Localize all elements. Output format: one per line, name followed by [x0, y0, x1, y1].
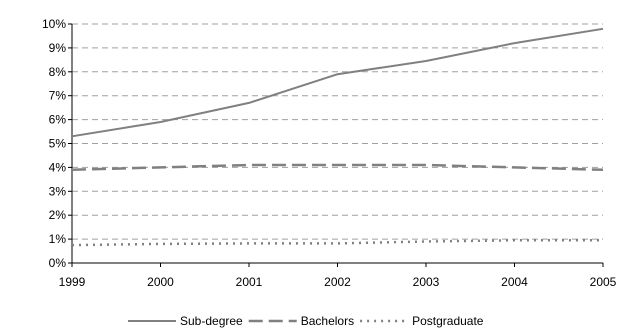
legend: Sub-degree Bachelors Postgraduate — [128, 314, 484, 328]
x-tick-label: 2005 — [590, 275, 617, 289]
x-tick-label: 2001 — [236, 275, 263, 289]
series-lines — [71, 27, 604, 247]
x-tick-label: 2003 — [413, 275, 440, 289]
axes — [68, 23, 604, 267]
legend-label-bachelors: Bachelors — [301, 314, 354, 328]
legend-label-sub-degree: Sub-degree — [180, 314, 243, 328]
x-tick-label: 2002 — [324, 275, 351, 289]
y-tick-label: 0% — [49, 256, 67, 270]
legend-label-postgraduate: Postgraduate — [412, 314, 484, 328]
y-tick-labels: 0% 1% 2% 3% 4% 5% 6% 7% 8% 9% 10% — [42, 17, 66, 270]
y-tick-label: 10% — [42, 17, 66, 31]
y-tick-label: 8% — [49, 65, 67, 79]
y-tick-label: 2% — [49, 208, 67, 222]
y-tick-label: 7% — [49, 89, 67, 103]
y-tick-label: 9% — [49, 41, 67, 55]
series-line-postgraduate — [71, 239, 603, 247]
y-tick-label: 6% — [49, 113, 67, 127]
x-tick-label: 2000 — [147, 275, 174, 289]
x-tick-label: 2004 — [501, 275, 528, 289]
series-line-bachelors — [71, 163, 604, 172]
x-tick-labels: 1999 2000 2001 2002 2003 2004 2005 — [59, 275, 617, 289]
x-tick-label: 1999 — [59, 275, 86, 289]
series-line-sub-degree — [71, 27, 604, 138]
y-tick-label: 4% — [49, 160, 67, 174]
y-tick-label: 5% — [49, 137, 67, 151]
grid-lines — [72, 23, 603, 240]
y-tick-label: 3% — [49, 184, 67, 198]
y-tick-label: 1% — [49, 232, 67, 246]
